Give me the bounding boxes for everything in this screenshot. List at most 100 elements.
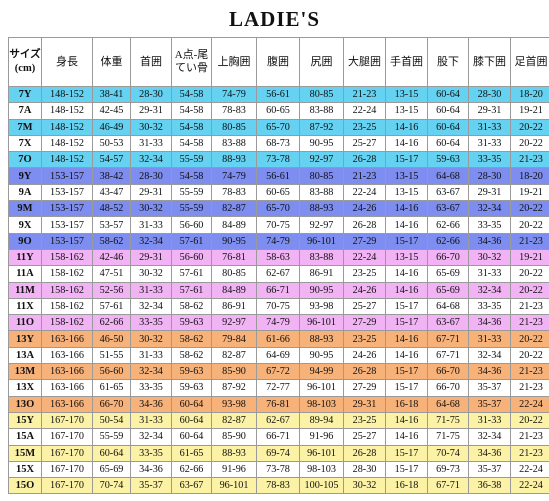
header-cell: A点-尾てい骨 <box>172 38 212 87</box>
table-cell: 55-59 <box>172 184 212 200</box>
table-cell: 64-69 <box>257 347 300 363</box>
table-cell: 31-33 <box>469 266 511 282</box>
table-cell: 100-105 <box>300 478 344 494</box>
table-cell: 163-166 <box>42 364 93 380</box>
table-cell: 24-26 <box>344 347 386 363</box>
table-cell: 80-85 <box>212 119 257 135</box>
table-cell: 42-46 <box>93 249 131 265</box>
table-cell: 66-70 <box>428 364 469 380</box>
table-cell: 46-49 <box>93 119 131 135</box>
table-row: 15O 167-170 70-74 35-37 63-67 96-101 78-83 100-… <box>9 478 549 494</box>
table-cell: 30-32 <box>131 119 172 135</box>
table-cell: 14-16 <box>386 135 428 151</box>
table-cell: 30-32 <box>344 478 386 494</box>
table-cell: 98-103 <box>300 396 344 412</box>
table-cell: 26-28 <box>344 152 386 168</box>
table-cell: 93-98 <box>212 396 257 412</box>
table-row: 7X 148-152 50-53 31-33 54-58 83-88 68-73 90-95 2… <box>9 135 549 151</box>
header-cell: 足首囲 <box>511 38 549 87</box>
table-cell: 35-37 <box>469 461 511 477</box>
table-cell: 63-67 <box>172 478 212 494</box>
table-cell: 25-27 <box>344 135 386 151</box>
table-cell: 25-27 <box>344 298 386 314</box>
table-cell: 29-31 <box>344 396 386 412</box>
table-cell: 15-17 <box>386 152 428 168</box>
size-cell: 15X <box>9 461 42 477</box>
table-cell: 66-71 <box>257 282 300 298</box>
table-cell: 24-26 <box>344 282 386 298</box>
header-cell: 体重 <box>93 38 131 87</box>
table-cell: 65-69 <box>93 461 131 477</box>
table-cell: 21-23 <box>511 152 549 168</box>
table-cell: 60-64 <box>172 396 212 412</box>
table-cell: 13-15 <box>386 87 428 103</box>
table-row: 11O 158-162 62-66 33-35 59-63 92-97 74-79 96-10… <box>9 315 549 331</box>
table-cell: 148-152 <box>42 103 93 119</box>
table-cell: 70-74 <box>93 478 131 494</box>
table-cell: 163-166 <box>42 396 93 412</box>
table-cell: 96-101 <box>300 380 344 396</box>
header-cell: 尻囲 <box>300 38 344 87</box>
table-cell: 148-152 <box>42 87 93 103</box>
table-cell: 90-95 <box>300 347 344 363</box>
size-cell: 9X <box>9 217 42 233</box>
table-cell: 71-75 <box>428 429 469 445</box>
table-cell: 33-35 <box>469 152 511 168</box>
table-cell: 29-31 <box>131 184 172 200</box>
table-row: 13A 163-166 51-55 31-33 58-62 82-87 64-69 90-95… <box>9 347 549 363</box>
table-cell: 59-63 <box>172 364 212 380</box>
header-cell: 膝下囲 <box>469 38 511 87</box>
table-cell: 13-15 <box>386 249 428 265</box>
table-cell: 167-170 <box>42 412 93 428</box>
size-cell: 15Y <box>9 412 42 428</box>
table-cell: 47-51 <box>93 266 131 282</box>
table-cell: 66-70 <box>428 380 469 396</box>
table-cell: 61-65 <box>172 445 212 461</box>
table-cell: 78-83 <box>257 478 300 494</box>
header-size: サイズ(cm) <box>9 38 42 87</box>
table-cell: 14-16 <box>386 201 428 217</box>
table-cell: 22-24 <box>511 478 549 494</box>
table-cell: 92-97 <box>300 152 344 168</box>
size-cell: 15O <box>9 478 42 494</box>
table-cell: 63-67 <box>428 315 469 331</box>
table-cell: 71-75 <box>428 412 469 428</box>
table-cell: 67-71 <box>428 478 469 494</box>
table-cell: 163-166 <box>42 347 93 363</box>
table-cell: 32-34 <box>469 282 511 298</box>
table-cell: 57-61 <box>172 266 212 282</box>
table-cell: 56-60 <box>93 364 131 380</box>
table-cell: 83-88 <box>212 135 257 151</box>
table-cell: 70-74 <box>428 445 469 461</box>
chart-title: LADIE'S <box>0 6 549 32</box>
table-cell: 28-30 <box>469 168 511 184</box>
table-cell: 72-77 <box>257 380 300 396</box>
table-cell: 46-50 <box>93 331 131 347</box>
table-row: 15M 167-170 60-64 33-35 61-65 88-93 69-74 96-10… <box>9 445 549 461</box>
table-cell: 20-22 <box>511 347 549 363</box>
table-cell: 34-36 <box>469 445 511 461</box>
table-cell: 20-22 <box>511 135 549 151</box>
table-cell: 38-42 <box>93 168 131 184</box>
table-cell: 55-59 <box>93 429 131 445</box>
table-cell: 158-162 <box>42 282 93 298</box>
table-cell: 91-96 <box>212 461 257 477</box>
table-cell: 58-62 <box>172 331 212 347</box>
table-cell: 163-166 <box>42 380 93 396</box>
table-cell: 60-64 <box>172 429 212 445</box>
table-cell: 60-64 <box>428 119 469 135</box>
header-cell: 大腿囲 <box>344 38 386 87</box>
table-cell: 21-23 <box>511 380 549 396</box>
table-cell: 22-24 <box>511 461 549 477</box>
size-cell: 7A <box>9 103 42 119</box>
size-cell: 11Y <box>9 249 42 265</box>
table-cell: 58-62 <box>172 347 212 363</box>
table-cell: 36-38 <box>469 478 511 494</box>
table-cell: 35-37 <box>131 478 172 494</box>
size-cell: 7Y <box>9 87 42 103</box>
table-cell: 96-101 <box>212 478 257 494</box>
table-cell: 22-24 <box>344 103 386 119</box>
table-cell: 64-68 <box>428 396 469 412</box>
table-cell: 62-66 <box>93 315 131 331</box>
table-cell: 16-18 <box>386 478 428 494</box>
